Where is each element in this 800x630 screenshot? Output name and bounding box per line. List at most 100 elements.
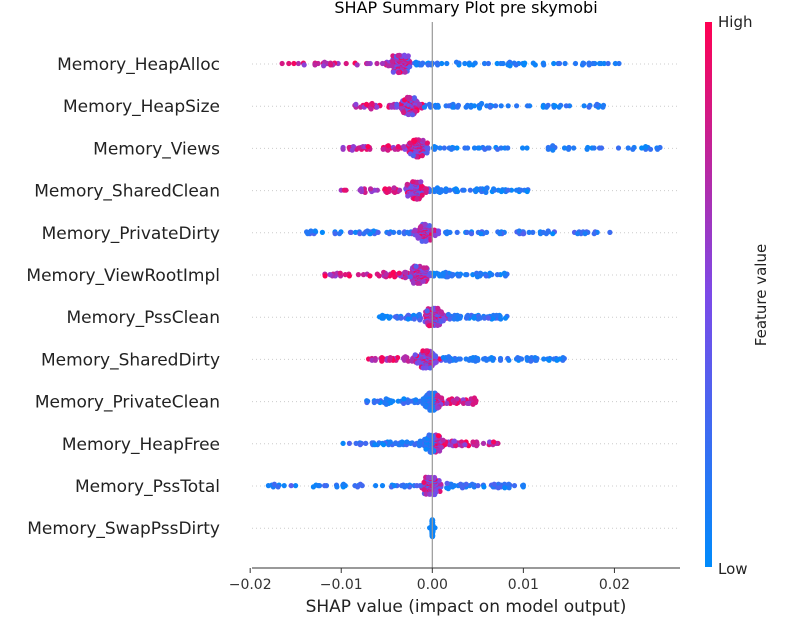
data-point xyxy=(493,103,499,109)
x-tick-label: 0.01 xyxy=(508,577,539,593)
data-point xyxy=(357,442,363,448)
data-point xyxy=(550,231,556,237)
data-point xyxy=(340,146,346,152)
data-point xyxy=(404,181,410,187)
data-point xyxy=(462,442,468,448)
data-point xyxy=(361,231,367,237)
data-point xyxy=(364,228,370,234)
data-point xyxy=(387,314,393,320)
data-point xyxy=(288,483,294,489)
data-point xyxy=(475,483,481,489)
data-point xyxy=(454,229,460,235)
data-point xyxy=(470,439,476,445)
data-point xyxy=(394,101,400,107)
data-point xyxy=(418,223,424,230)
data-point xyxy=(428,449,434,455)
data-point xyxy=(437,448,443,454)
data-point xyxy=(453,443,459,449)
data-point xyxy=(479,100,485,107)
data-point xyxy=(407,274,413,280)
data-point xyxy=(506,485,512,491)
data-point xyxy=(477,315,483,321)
data-point xyxy=(404,439,410,445)
data-point xyxy=(391,185,397,191)
data-point xyxy=(471,395,477,401)
data-point xyxy=(428,432,435,438)
data-point xyxy=(392,440,398,446)
data-point xyxy=(395,52,401,59)
data-point xyxy=(491,439,497,445)
data-point xyxy=(473,443,480,449)
data-point xyxy=(381,442,387,448)
data-point xyxy=(430,270,437,276)
feature-label: Memory_ViewRootImpl xyxy=(26,266,220,286)
data-point xyxy=(312,62,318,68)
data-point xyxy=(401,109,407,116)
data-point xyxy=(346,440,352,446)
data-point xyxy=(336,231,343,237)
data-point xyxy=(430,491,436,498)
data-point xyxy=(420,137,426,143)
data-point xyxy=(416,311,422,318)
data-point xyxy=(451,438,457,444)
data-point xyxy=(347,229,353,235)
data-point xyxy=(352,229,359,235)
data-point xyxy=(412,442,418,448)
data-point xyxy=(461,187,467,193)
data-point xyxy=(520,483,526,489)
data-point xyxy=(584,146,590,152)
data-point xyxy=(591,145,597,151)
data-point xyxy=(402,269,408,275)
data-point xyxy=(368,186,374,192)
data-point xyxy=(521,231,527,237)
feature-label: Memory_PssClean xyxy=(66,308,220,328)
data-point xyxy=(414,360,420,366)
data-point xyxy=(518,187,524,193)
data-point xyxy=(434,185,440,191)
data-point xyxy=(520,145,526,151)
data-point xyxy=(443,186,449,192)
data-points xyxy=(265,52,663,540)
data-point xyxy=(445,311,451,318)
data-point xyxy=(505,187,511,193)
data-point xyxy=(448,481,454,487)
data-point xyxy=(451,399,457,406)
data-point xyxy=(591,231,597,237)
colorbar-high-label: High xyxy=(718,13,752,31)
x-tick-label: 0.02 xyxy=(599,577,630,593)
data-point xyxy=(365,398,371,404)
data-point xyxy=(396,229,402,235)
data-point xyxy=(398,315,404,321)
data-point xyxy=(498,60,504,67)
data-point xyxy=(581,103,587,109)
data-point xyxy=(440,437,446,443)
data-point xyxy=(343,60,349,67)
data-point xyxy=(431,144,437,150)
data-point xyxy=(449,273,455,279)
data-point xyxy=(457,356,463,362)
data-point xyxy=(419,192,425,198)
data-point xyxy=(605,60,611,67)
data-point xyxy=(404,229,410,235)
data-point xyxy=(374,60,380,67)
data-point xyxy=(524,355,530,361)
data-point xyxy=(337,270,343,276)
feature-label: Memory_PrivateClean xyxy=(35,393,220,413)
data-point xyxy=(612,60,619,67)
data-point xyxy=(399,439,405,445)
data-point xyxy=(483,273,489,279)
data-point xyxy=(505,145,511,151)
data-point xyxy=(430,187,436,193)
data-point xyxy=(497,357,504,363)
data-point xyxy=(405,316,411,322)
data-point xyxy=(275,484,281,490)
data-point xyxy=(439,395,445,401)
data-point xyxy=(463,481,469,487)
data-point xyxy=(379,60,386,67)
data-point xyxy=(556,104,562,110)
data-point xyxy=(368,106,374,112)
data-point xyxy=(387,439,393,445)
data-point xyxy=(374,104,380,110)
data-point xyxy=(353,101,359,107)
data-point xyxy=(445,486,451,492)
